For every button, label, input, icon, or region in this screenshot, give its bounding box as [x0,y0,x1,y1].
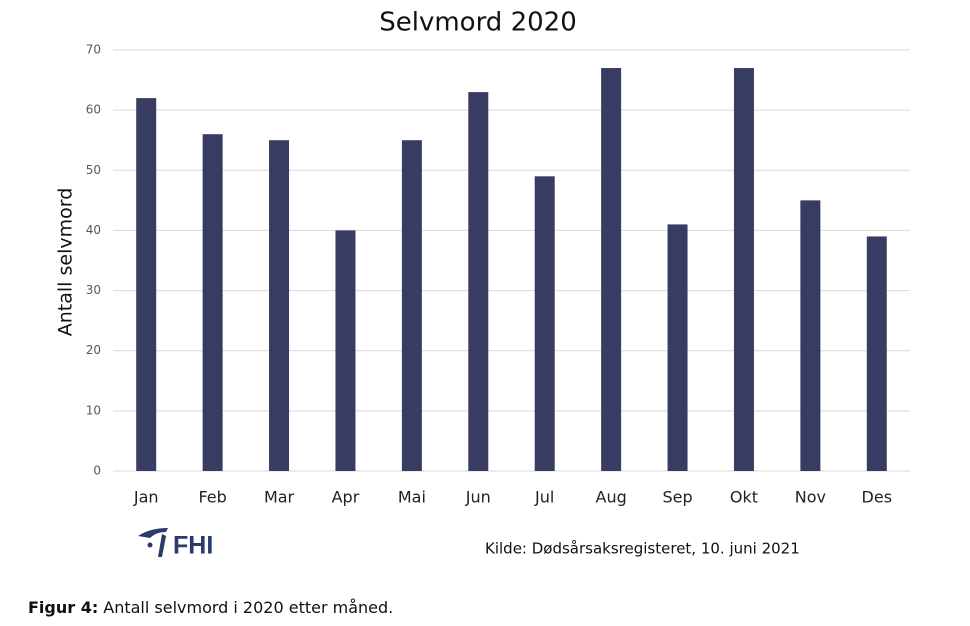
x-tick-label: Jun [465,488,491,507]
x-tick-label: Aug [596,488,627,507]
x-tick-label: Jul [534,488,554,507]
caption-label: Figur 4: [28,598,98,617]
y-tick-label: 40 [86,223,101,237]
bar [202,134,223,471]
x-tick-label: Des [862,488,893,507]
x-tick-label: Feb [198,488,226,507]
chart-title: Selvmord 2020 [379,8,577,38]
y-tick-label: 10 [86,403,101,417]
logo-dot [147,542,153,548]
y-tick-label: 60 [86,103,101,117]
x-tick-label: Mai [398,488,426,507]
bar [136,98,157,471]
logo-icon [138,528,168,538]
bar [534,176,555,472]
x-tick-label: Mar [264,488,295,507]
x-tick-label: Nov [795,488,826,507]
logo-text: FHI [173,532,213,560]
bar [800,200,821,471]
bar [667,224,688,471]
x-tick-label: Sep [662,488,692,507]
y-tick-label: 20 [86,343,101,357]
bar [866,236,887,471]
bar [733,68,754,472]
caption-text: Antall selvmord i 2020 etter måned. [103,598,393,617]
y-tick-label: 0 [93,464,101,478]
bar [269,140,290,471]
y-axis-label: Antall selvmord [55,188,77,337]
bar [468,92,489,471]
y-tick-label: 50 [86,163,101,177]
caption: Figur 4: Antall selvmord i 2020 etter mån… [28,598,393,617]
x-tick-label: Okt [730,488,758,507]
x-tick-label: Apr [332,488,360,507]
bar [601,68,622,472]
y-tick-label: 30 [86,283,101,297]
fhi-logo: FHI [138,528,213,560]
bar [335,230,356,471]
bar [401,140,422,471]
y-tick-label: 70 [86,43,101,57]
x-tick-label: Jan [133,488,159,507]
source: Kilde: Dødsårsaksregisteret, 10. juni 20… [485,540,800,558]
logo-stroke [158,534,166,557]
